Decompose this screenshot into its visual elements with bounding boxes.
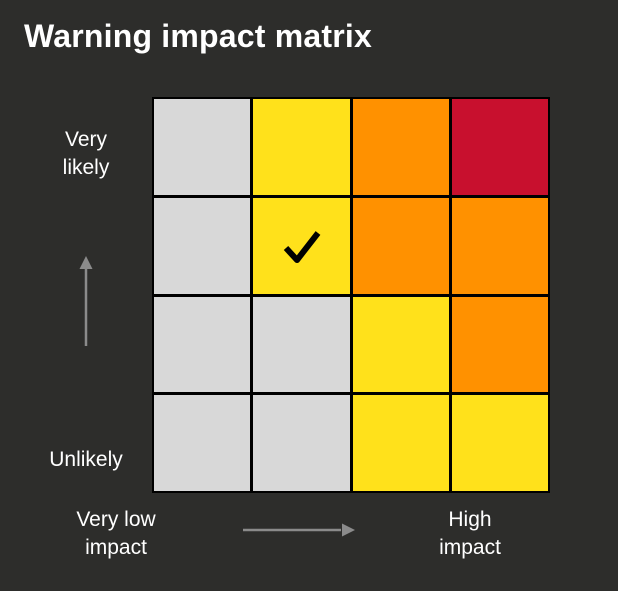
matrix-cell-r1c3-high — [451, 197, 548, 294]
matrix-cell-r2c1-low — [253, 296, 350, 393]
matrix-cell-r3c0-low — [154, 395, 251, 491]
y-axis-label-unlikely: Unlikely — [49, 448, 123, 471]
matrix-grid — [152, 97, 550, 493]
matrix-cell-r0c1-medium — [253, 99, 350, 195]
matrix-cell-r3c2-medium — [352, 395, 449, 491]
matrix-cell-r1c2-high — [352, 197, 449, 294]
matrix-cell-r2c2-medium — [352, 296, 449, 393]
x-axis-label-very-low-impact: Very low impact — [76, 508, 156, 559]
y-axis-label-very-likely: Very likely — [62, 128, 110, 179]
matrix-cell-r1c0-low — [154, 197, 251, 294]
x-axis-arrow-icon — [243, 523, 355, 537]
page-title: Warning impact matrix — [24, 18, 372, 54]
check-icon — [284, 230, 321, 263]
y-axis-arrow-icon — [79, 256, 93, 346]
matrix-cell-r0c0-low — [154, 99, 251, 195]
matrix-cell-r2c0-low — [154, 296, 251, 393]
x-axis-label-high-impact: High impact — [439, 508, 501, 559]
matrix-cell-r0c3-severe — [451, 99, 548, 195]
matrix-cell-r2c3-high — [451, 296, 548, 393]
matrix-cell-r3c1-low — [253, 395, 350, 491]
matrix-cell-r0c2-high — [352, 99, 449, 195]
matrix-cell-r3c3-medium — [451, 395, 548, 491]
matrix-cell-r1c1-medium — [253, 197, 350, 294]
